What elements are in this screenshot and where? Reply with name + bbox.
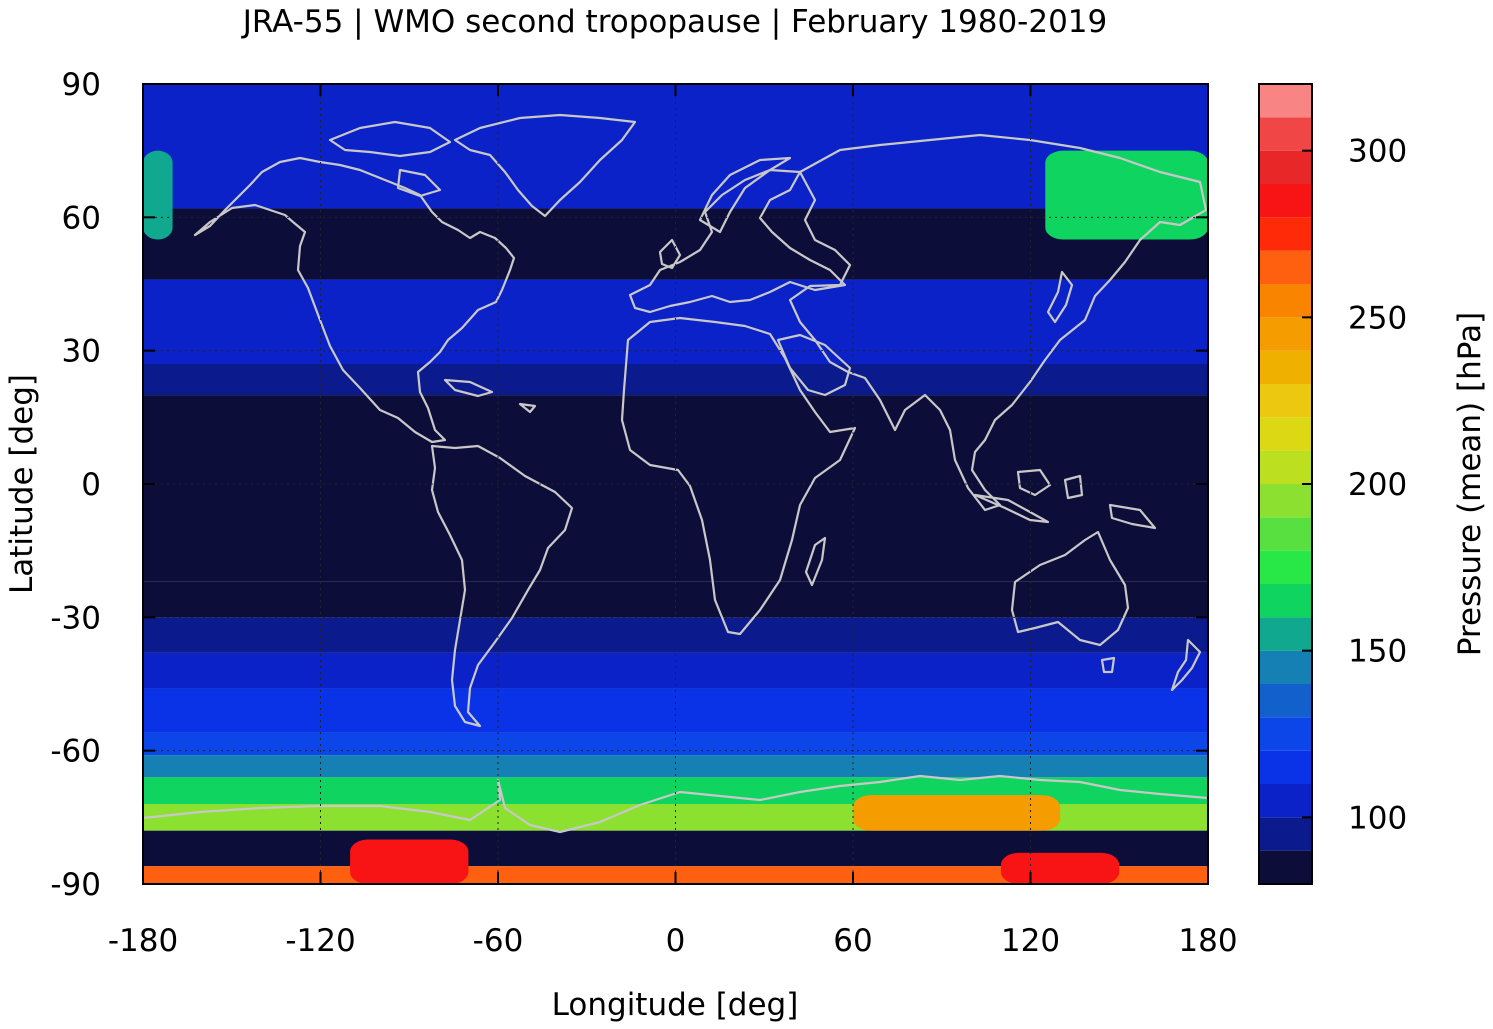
- coastline-tasmania: [1100, 656, 1116, 674]
- coastline-arabia: [776, 333, 852, 397]
- colorbar-segment: [1259, 850, 1312, 884]
- y-tick-label: -30: [50, 600, 101, 636]
- colorbar-segment: [1259, 584, 1312, 618]
- y-axis-title: Latitude [deg]: [4, 374, 40, 594]
- colorbar: [1259, 84, 1312, 884]
- colorbar-segment: [1259, 350, 1312, 384]
- colorbar-segment: [1259, 117, 1312, 151]
- x-tick-label: 180: [1178, 923, 1237, 959]
- colorbar-tick-label: 200: [1348, 467, 1407, 503]
- colorbar-tick-label: 300: [1348, 134, 1407, 170]
- colorbar-segment: [1259, 317, 1312, 351]
- colorbar-segment: [1259, 184, 1312, 218]
- x-tick-label: -180: [108, 923, 178, 959]
- colorbar-segment: [1259, 750, 1312, 784]
- field-feature-3: [350, 839, 469, 884]
- field-band-6: [143, 617, 1208, 653]
- coastline-madagascar: [804, 536, 827, 587]
- y-tick-label: 30: [62, 334, 101, 370]
- y-tick-label: 60: [62, 200, 101, 236]
- colorbar-segment: [1259, 84, 1312, 118]
- y-axis: 90 60 30 0 -30 -60 -90: [50, 67, 1208, 903]
- x-tick-label: 120: [1001, 923, 1060, 959]
- colorbar-segment: [1259, 684, 1312, 718]
- x-axis-title: Longitude [deg]: [552, 987, 799, 1023]
- coastline-new-zealand: [1170, 638, 1202, 692]
- colorbar-segment: [1259, 250, 1312, 284]
- grid-lines: [143, 84, 1208, 884]
- colorbar-segment: [1259, 484, 1312, 518]
- coastline-europe: [628, 168, 847, 314]
- x-axis: -180 -120 -60 0 60 120 180: [108, 84, 1238, 959]
- plot-area: [143, 84, 1208, 884]
- coastline-japan: [1046, 270, 1074, 324]
- colorbar-segment: [1259, 284, 1312, 318]
- field-band-2: [143, 279, 1208, 364]
- colorbar-segment: [1259, 417, 1312, 451]
- coastline-south-america: [430, 444, 574, 728]
- chart-title: JRA-55 | WMO second tropopause | Februar…: [241, 4, 1108, 40]
- colorbar-title: Pressure (mean) [hPa]: [1452, 312, 1488, 656]
- colorbar-segment: [1259, 150, 1312, 184]
- field-band-10: [143, 755, 1208, 778]
- coastline-arctic-islands: [328, 120, 452, 198]
- coastline-antarctica: [143, 774, 1208, 834]
- x-tick-label: -60: [473, 923, 524, 959]
- colorbar-segment: [1259, 517, 1312, 551]
- field-feature-4: [1000, 852, 1120, 884]
- field-band-8: [143, 688, 1208, 733]
- colorbar-tick-label: 250: [1348, 300, 1407, 336]
- coastline-caribbean: [443, 378, 537, 414]
- field-feature-1: [1045, 150, 1208, 240]
- coastline-australia: [1010, 530, 1130, 647]
- colorbar-segment: [1259, 550, 1312, 584]
- coastline-greenland: [453, 113, 637, 218]
- coastlines: [143, 113, 1208, 834]
- coastline-north-america: [193, 156, 516, 444]
- coastline-scandinavia: [698, 156, 792, 234]
- colorbar-tick-label: 100: [1348, 800, 1407, 836]
- colorbar-segment: [1259, 717, 1312, 751]
- field-band-7: [143, 652, 1208, 689]
- colorbar-segment: [1259, 384, 1312, 418]
- colorbar-segment: [1259, 217, 1312, 251]
- x-tick-label: 60: [833, 923, 872, 959]
- coastline-africa: [620, 316, 857, 636]
- colorbar-segment: [1259, 450, 1312, 484]
- y-tick-label: 0: [81, 467, 101, 503]
- y-tick-label: 90: [62, 67, 101, 103]
- field-band-5: [143, 581, 1208, 618]
- colorbar-segment: [1259, 650, 1312, 684]
- colorbar-segment: [1259, 617, 1312, 651]
- colorbar-axis: 100 150 200 250 300: [1302, 134, 1407, 836]
- coastline-indonesia: [973, 468, 1157, 530]
- x-tick-label: -120: [285, 923, 355, 959]
- field-feature-2: [853, 795, 1061, 831]
- y-tick-label: -60: [50, 734, 101, 770]
- x-tick-label: 0: [666, 923, 686, 959]
- colorbar-tick-label: 150: [1348, 634, 1407, 670]
- colorbar-segment: [1259, 817, 1312, 851]
- field-feature-0: [143, 150, 173, 240]
- colorbar-segment: [1259, 784, 1312, 818]
- field-band-1: [143, 208, 1208, 280]
- coastline-asia: [788, 133, 1208, 512]
- y-tick-label: -90: [50, 867, 101, 903]
- coastline-british-isles: [658, 238, 682, 270]
